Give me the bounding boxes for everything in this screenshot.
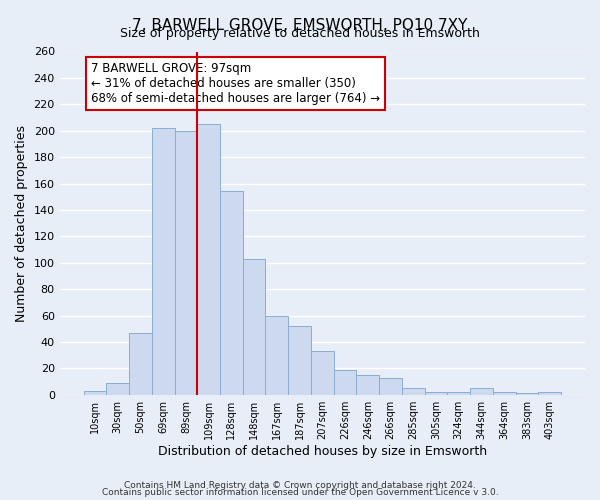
- Bar: [379, 378, 402, 394]
- Bar: [470, 388, 493, 394]
- Bar: [356, 375, 379, 394]
- Bar: [106, 383, 129, 394]
- Bar: [311, 351, 334, 395]
- Bar: [220, 192, 243, 394]
- Bar: [129, 332, 152, 394]
- Bar: [402, 388, 425, 394]
- Bar: [334, 370, 356, 394]
- Bar: [197, 124, 220, 394]
- Text: Contains public sector information licensed under the Open Government Licence v : Contains public sector information licen…: [101, 488, 499, 497]
- Bar: [243, 258, 265, 394]
- Text: Size of property relative to detached houses in Emsworth: Size of property relative to detached ho…: [120, 28, 480, 40]
- Bar: [152, 128, 175, 394]
- Text: Contains HM Land Registry data © Crown copyright and database right 2024.: Contains HM Land Registry data © Crown c…: [124, 480, 476, 490]
- Bar: [265, 316, 288, 394]
- Bar: [288, 326, 311, 394]
- Text: 7 BARWELL GROVE: 97sqm
← 31% of detached houses are smaller (350)
68% of semi-de: 7 BARWELL GROVE: 97sqm ← 31% of detached…: [91, 62, 380, 105]
- Bar: [425, 392, 448, 394]
- X-axis label: Distribution of detached houses by size in Emsworth: Distribution of detached houses by size …: [158, 444, 487, 458]
- Y-axis label: Number of detached properties: Number of detached properties: [15, 124, 28, 322]
- Bar: [175, 130, 197, 394]
- Bar: [448, 392, 470, 394]
- Bar: [493, 392, 515, 394]
- Bar: [538, 392, 561, 394]
- Text: 7, BARWELL GROVE, EMSWORTH, PO10 7XY: 7, BARWELL GROVE, EMSWORTH, PO10 7XY: [133, 18, 467, 32]
- Bar: [83, 390, 106, 394]
